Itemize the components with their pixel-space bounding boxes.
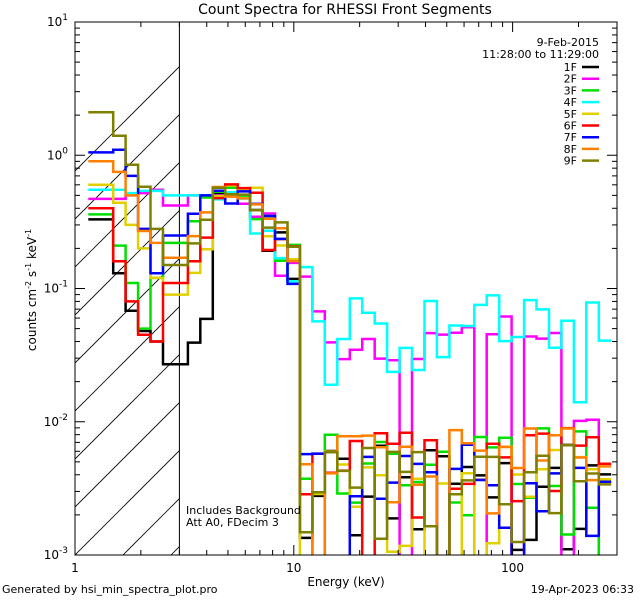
legend-label-1F: 1F — [564, 61, 577, 74]
hatch-line — [75, 210, 180, 316]
hatch-line — [75, 306, 180, 412]
x-tick-label: 1 — [71, 561, 79, 575]
chart-title: Count Spectra for RHESSI Front Segments — [198, 2, 492, 18]
legend-label-7F: 7F — [564, 131, 577, 144]
legend-label-5F: 5F — [564, 108, 577, 121]
y-axis-label-part: keV — [25, 236, 39, 263]
x-tick-label: 100 — [501, 561, 524, 575]
y-axis-label-sup: -1 — [24, 229, 33, 237]
x-axis-label: Energy (keV) — [307, 575, 384, 589]
note-attenuator: Att A0, FDecim 3 — [186, 516, 279, 529]
y-tick-label: 10-3 — [44, 546, 68, 562]
generated-timestamp: 19-Apr-2023 06:33 — [530, 583, 634, 596]
legend-label-4F: 4F — [564, 96, 577, 109]
hatch-line — [75, 402, 180, 508]
generated-by-note: Generated by hsi_min_spectra_plot.pro — [2, 583, 218, 596]
y-tick-label: 10-1 — [44, 280, 68, 296]
legend-label-6F: 6F — [564, 120, 577, 133]
y-tick-label: 100 — [47, 146, 68, 162]
observation-date: 9-Feb-2015 — [537, 36, 599, 49]
y-tick-label: 101 — [47, 13, 68, 29]
series-line-4F — [88, 188, 612, 404]
y-axis-label-part: s — [25, 271, 39, 281]
y-axis-label-sup: -1 — [24, 263, 33, 271]
y-axis-label-sup: -2 — [24, 281, 33, 289]
observation-time-range: 11:28:00 to 11:29:00 — [482, 48, 599, 61]
legend-label-9F: 9F — [564, 155, 577, 168]
y-tick-label: 10-2 — [44, 413, 68, 429]
legend-label-8F: 8F — [564, 143, 577, 156]
note-includes-background: Includes Background — [186, 504, 301, 517]
hatch-line — [75, 114, 180, 220]
y-axis-label: counts cm-2 s-1 keV-1 — [24, 229, 39, 351]
legend-label-3F: 3F — [564, 84, 577, 97]
hatch-line — [75, 450, 180, 555]
hatched-excluded-region — [75, 22, 180, 555]
x-tick-label: 10 — [286, 561, 301, 575]
y-axis-label-part: counts cm — [25, 289, 39, 351]
hatch-line — [75, 66, 180, 172]
legend-label-2F: 2F — [564, 73, 577, 86]
series-line-9F — [88, 111, 612, 555]
